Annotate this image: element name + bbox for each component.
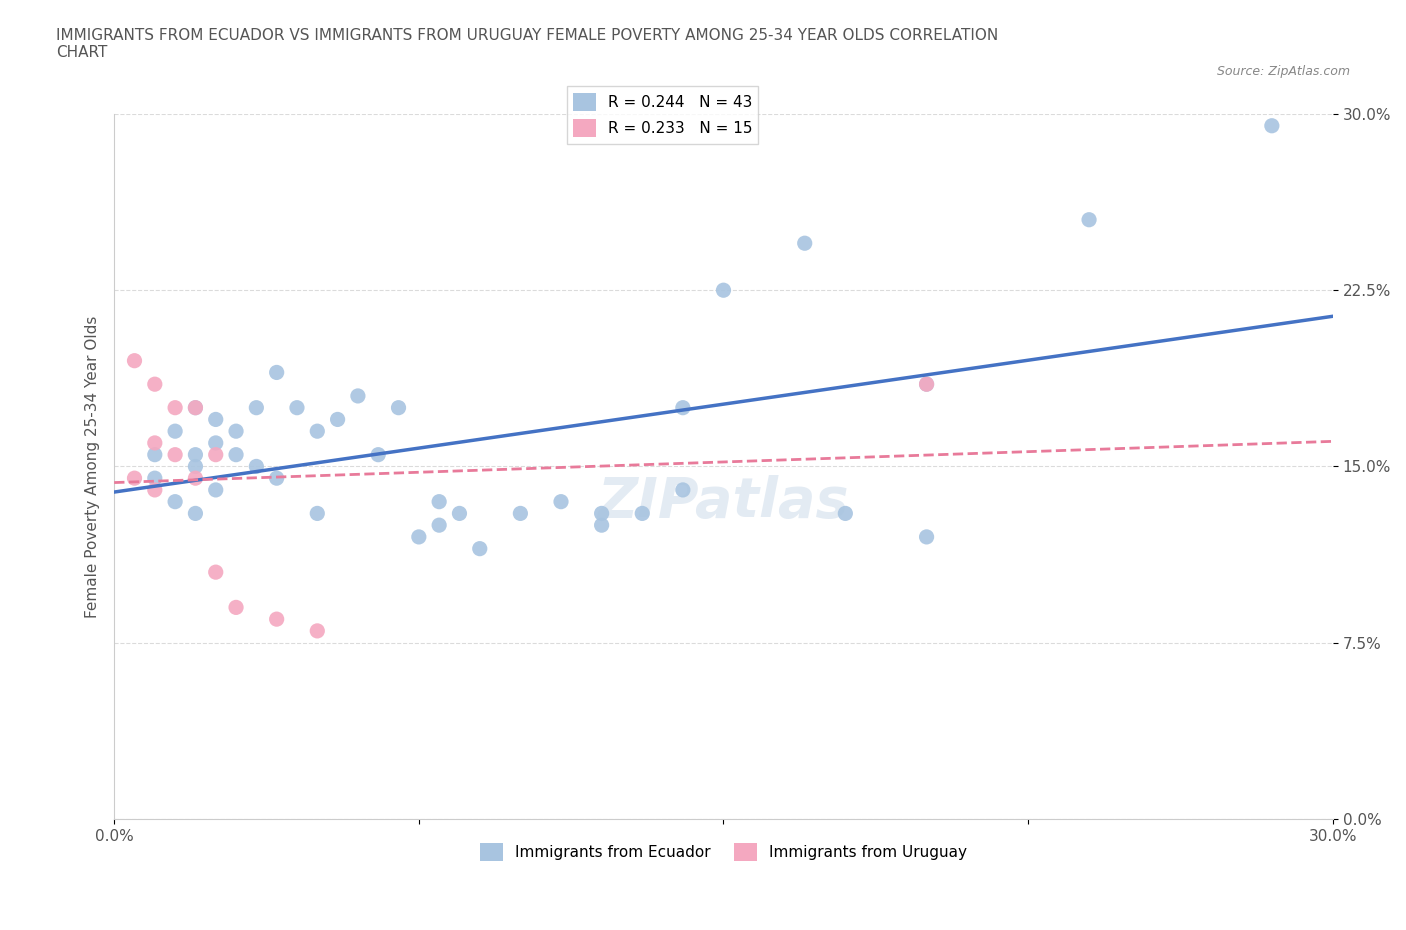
Point (124, 353, 146, 368)
Y-axis label: Female Poverty Among 25-34 Year Olds: Female Poverty Among 25-34 Year Olds (86, 315, 100, 618)
Point (204, 565, 226, 579)
Point (184, 447, 207, 462)
Point (165, 494, 187, 509)
Point (184, 471, 207, 485)
Text: IMMIGRANTS FROM ECUADOR VS IMMIGRANTS FROM URUGUAY FEMALE POVERTY AMONG 25-34 YE: IMMIGRANTS FROM ECUADOR VS IMMIGRANTS FR… (56, 28, 998, 60)
Point (307, 623, 329, 638)
Point (591, 518, 613, 533)
Text: ZIPatlas: ZIPatlas (598, 474, 849, 528)
Point (326, 412, 349, 427)
Point (672, 483, 695, 498)
Point (204, 412, 226, 427)
Point (225, 447, 247, 462)
Point (143, 447, 166, 462)
Point (347, 389, 370, 404)
Point (266, 365, 288, 379)
Point (165, 400, 187, 415)
Legend: Immigrants from Ecuador, Immigrants from Uruguay: Immigrants from Ecuador, Immigrants from… (474, 837, 973, 868)
Point (367, 447, 389, 462)
Point (1078, 212, 1101, 227)
Point (143, 483, 166, 498)
Point (408, 529, 430, 544)
Point (225, 424, 247, 439)
Point (225, 600, 247, 615)
Point (184, 459, 207, 474)
Point (915, 377, 938, 392)
Point (427, 494, 450, 509)
Text: Source: ZipAtlas.com: Source: ZipAtlas.com (1216, 65, 1350, 78)
Point (143, 471, 166, 485)
Point (184, 400, 207, 415)
Point (165, 447, 187, 462)
Point (509, 506, 531, 521)
Point (915, 377, 938, 392)
Point (204, 435, 226, 450)
Point (1261, 118, 1284, 133)
Point (713, 283, 735, 298)
Point (631, 506, 654, 521)
Point (427, 518, 450, 533)
Point (165, 424, 187, 439)
Point (449, 506, 471, 521)
Point (266, 471, 288, 485)
Point (204, 447, 226, 462)
Point (591, 506, 613, 521)
Point (834, 506, 856, 521)
Point (387, 400, 409, 415)
Point (550, 494, 572, 509)
Point (307, 424, 329, 439)
Point (184, 506, 207, 521)
Point (184, 400, 207, 415)
Point (245, 459, 267, 474)
Point (793, 236, 815, 251)
Point (307, 506, 329, 521)
Point (245, 400, 267, 415)
Point (285, 400, 308, 415)
Point (143, 435, 166, 450)
Point (204, 483, 226, 498)
Point (915, 529, 938, 544)
Point (266, 612, 288, 627)
Point (468, 541, 491, 556)
Point (672, 400, 695, 415)
Point (143, 377, 166, 392)
Point (124, 471, 146, 485)
